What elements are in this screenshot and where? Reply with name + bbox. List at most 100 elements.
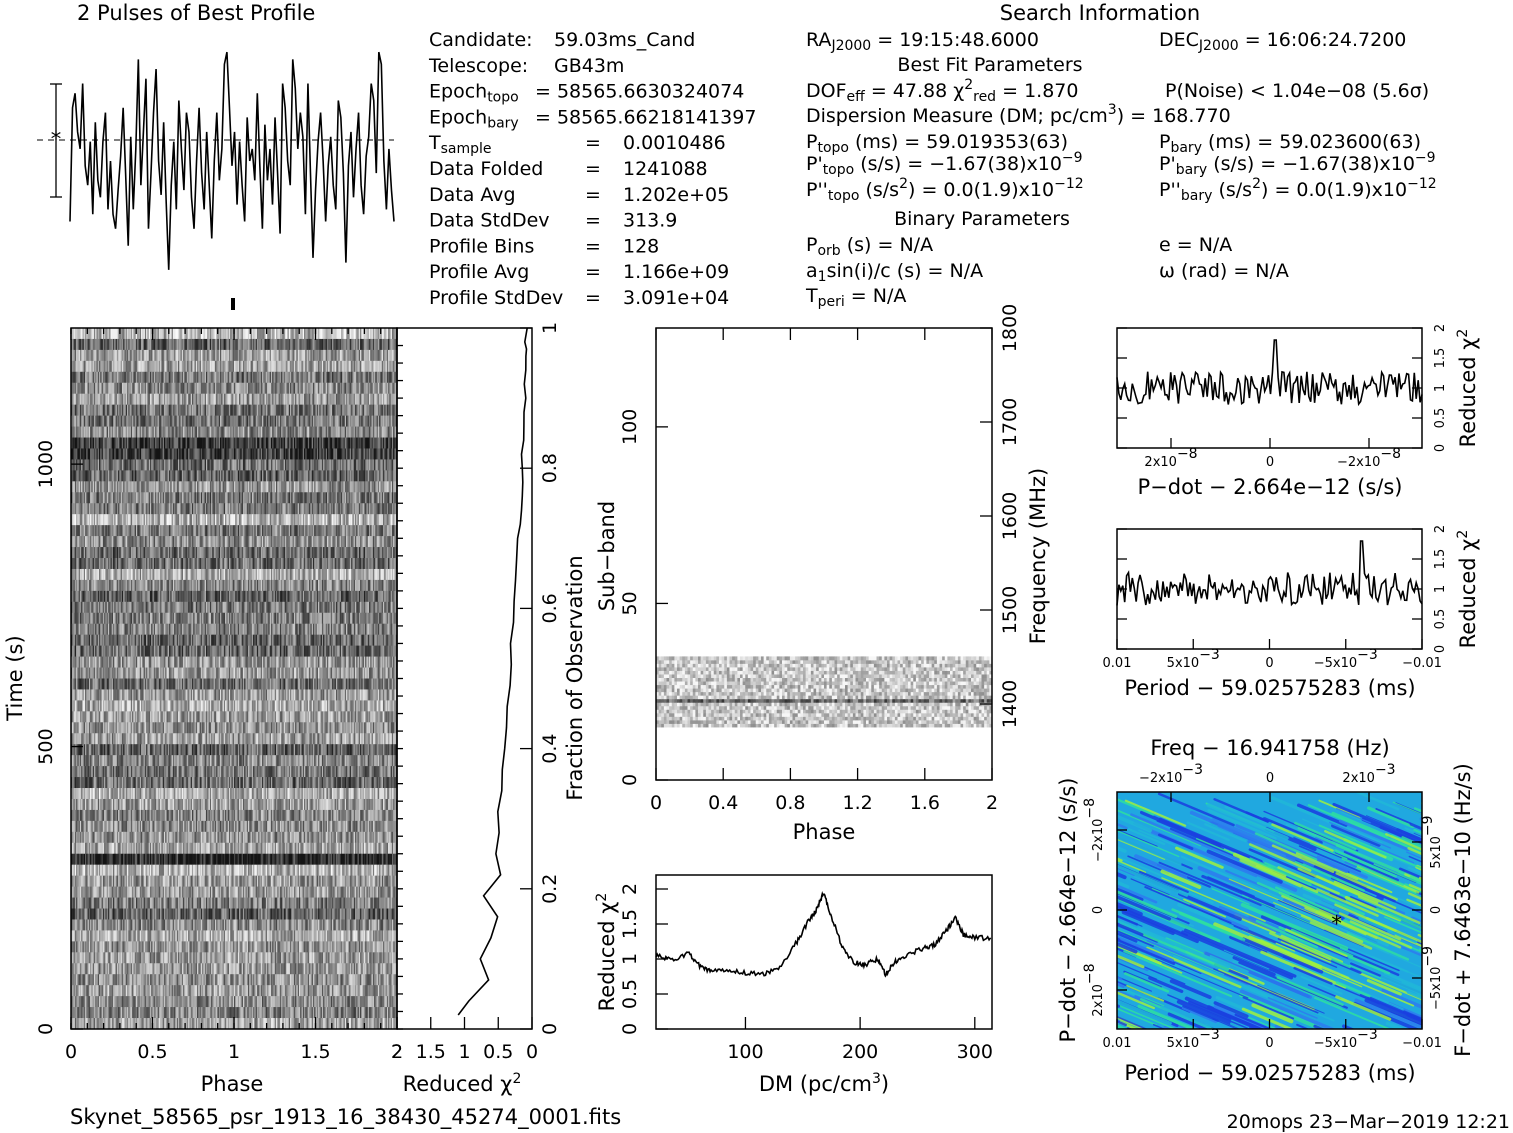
map-streak [1117,884,1158,904]
info-value: 3.091e+04 [623,287,729,309]
map-streak [1413,807,1422,813]
map-streak [1218,905,1281,934]
map-streak [1337,923,1389,947]
y-tick-label: 0 [619,1023,641,1035]
x-axis-label: P−dot − 2.664e−12 (s/s) [1138,475,1403,499]
map-streak [1144,886,1232,924]
map-streak [1117,985,1146,1000]
map-streak [1318,824,1422,870]
map-streak [1324,829,1387,859]
x-tick-label: −0.01 [1402,656,1442,671]
map-streak [1121,910,1175,936]
map-streak [1017,983,1054,998]
map-streak [1117,940,1180,969]
map-streak [1211,1018,1239,1029]
map-streak [1248,1026,1257,1029]
right-tick-label: 5x10−9 [1420,815,1444,868]
map-streak [1117,1015,1149,1029]
map-streak [1309,921,1373,950]
info-value: 313.9 [623,210,677,232]
x-tick-label: 1.5 [416,1041,446,1063]
map-streak [1175,846,1224,869]
map-streak [1255,864,1319,894]
map-streak [1396,828,1422,842]
map-streak [1487,856,1513,902]
map-streak [1201,874,1275,908]
map-streak [1358,895,1421,924]
profile-line [69,51,395,270]
map-streak [1218,968,1315,1011]
info-value: = 58565.66218141397 [535,106,756,128]
map-streak [1117,991,1156,1010]
map-streak [1506,893,1513,923]
pdot-chi2-line [1116,339,1423,407]
map-streak [1117,922,1144,936]
pddot-topo: P''topo (s/s2) = 0.0(1.9)x10−12 [806,176,1084,204]
info-value: 0.0010486 [623,132,726,154]
omega: ω (rad) = N/A [1159,260,1289,282]
x-tick-label: 2 [391,1041,403,1063]
map-streak [1117,895,1172,921]
map-streak [1405,851,1422,860]
x-axis-label: DM (pc/cm3) [759,1071,889,1096]
map-streak [1349,896,1383,912]
map-streak [1271,823,1334,852]
map-streak [1251,1003,1294,1024]
map-streak [1314,997,1392,1029]
map-streak [1148,976,1184,994]
map-streak [1300,914,1364,943]
map-streak [1285,928,1348,957]
map-streak [1381,988,1422,1010]
map-streak [1318,799,1361,819]
map-streak [1338,912,1402,941]
map-streak [1207,809,1277,840]
map-streak [1372,956,1409,973]
map-streak [1481,917,1513,952]
map-streak [1409,875,1422,884]
map-streak [1316,888,1379,917]
subband-image [656,656,993,728]
map-streak [1496,798,1513,811]
info-key: Epochbary [429,106,519,131]
map-streak [1340,974,1415,1007]
right-tick-label: 1400 [999,680,1021,728]
map-streak [1172,955,1274,999]
map-streak [1178,891,1242,921]
info-eq: = [585,287,601,309]
map-streak [1275,886,1338,915]
map-streak [1239,859,1302,888]
x-tick-label: 1.2 [842,792,872,814]
map-streak [1124,799,1187,827]
map-streak [1490,836,1513,858]
left-tick-label: 0 [1091,906,1106,914]
right-tick-label: 1 [1433,585,1448,593]
map-streak [1375,907,1422,930]
x-tick-label: 1 [228,1041,240,1063]
right-tick-label: 1 [1433,384,1448,392]
map-streak [1183,898,1226,918]
y-tick-label: 0 [619,774,641,786]
map-streak [1117,931,1138,943]
info-value: = 58565.6630324074 [535,81,744,103]
map-streak [1357,880,1422,910]
map-streak [1497,830,1513,846]
map-streak [1209,955,1249,973]
dm-chi2-line [655,891,992,978]
map-streak [1213,968,1319,1014]
map-streak [1126,984,1165,1002]
period-pdot-image [1017,792,1513,1029]
map-streak [1302,893,1349,915]
map-streak [1356,792,1400,811]
map-streak [1296,803,1348,827]
map-streak [1117,880,1130,889]
p-noise: P(Noise) < 1.04e−08 (5.6σ) [1165,80,1429,102]
binary-header: Binary Parameters [894,208,1070,230]
map-streak [1123,950,1233,998]
map-streak [1229,935,1268,954]
map-streak [1377,906,1415,924]
x-tick-label: 100 [727,1041,763,1063]
map-streak [1117,935,1174,962]
map-streak [1341,857,1404,886]
x-tick-label: 5x10−3 [1167,1027,1220,1051]
map-streak [1213,922,1322,971]
